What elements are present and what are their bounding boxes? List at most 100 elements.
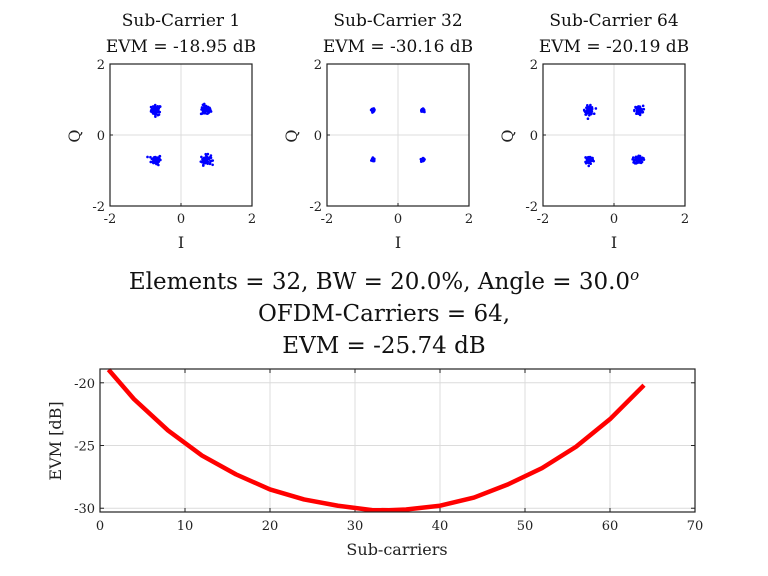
panel-1-xlabel: I [178,233,184,252]
x-tick-label: 0 [96,519,104,534]
scatter-panel-64: Sub-Carrier 64 EVM = -20.19 dB I Q -2-2 0… [498,11,689,252]
y-tick-label: -25 [74,440,95,455]
constellation-point [156,113,160,117]
x-tick-label: 50 [517,519,534,534]
constellation-point [203,111,207,115]
constellation-point [638,113,642,117]
y-tick-label: -2 [309,200,322,215]
constellation-point [205,160,208,163]
constellation-point [204,105,208,108]
constellation-point [149,160,153,164]
constellation-point [642,156,645,160]
constellation-point [158,105,162,108]
constellation-point [205,112,209,115]
constellation-point [209,159,212,163]
constellation-point [159,158,162,162]
x-tick-label: -2 [537,212,550,227]
x-tick-label: 20 [262,519,279,534]
panel-64-ylabel: Q [498,129,517,142]
panel-64-xlabel: I [611,233,617,252]
panel-64-title: Sub-Carrier 64 [549,11,678,31]
constellation-point [149,105,153,109]
x-tick-label: 0 [610,212,618,227]
summary-line-3: EVM = -25.74 dB [282,333,485,359]
constellation-point [585,106,589,109]
constellation-point [153,106,156,110]
constellation-point [152,109,156,112]
constellation-point [633,161,637,165]
constellation-point [420,108,423,112]
constellation-point [211,159,215,162]
constellation-point [208,106,211,110]
constellation-point [207,109,211,113]
panel-64-evm: EVM = -20.19 dB [539,37,689,57]
constellation-point [155,160,158,164]
constellation-point [209,154,213,157]
x-tick-label: 2 [248,212,256,227]
y-tick-label: -2 [525,200,538,215]
constellation-point [591,159,594,162]
x-tick-label: 60 [602,519,619,534]
constellation-point [200,155,203,159]
constellation-point [586,111,589,115]
axes-frame [99,368,696,513]
constellation-point [150,157,154,161]
y-tick-label: -30 [74,502,95,517]
summary-line-1-text: Elements = 32, BW = 20.0%, Angle = 30.0 [129,269,630,295]
constellation-point [635,156,638,160]
line-ylabel: EVM [dB] [46,401,65,480]
constellation-point [582,108,586,112]
constellation-point [641,104,645,108]
x-tick-label: -2 [104,212,117,227]
y-tick-label: 2 [97,58,105,73]
constellation-point [590,156,593,160]
constellation-point [589,106,592,110]
constellation-point [208,162,212,166]
constellation-point [200,108,203,111]
y-tick-label: 2 [314,58,322,73]
panel-32-title: Sub-Carrier 32 [333,11,462,31]
y-tick-label: -2 [92,200,105,215]
y-tick-label: 0 [97,129,105,144]
constellation-point [154,112,158,116]
evm-series-line [106,368,646,513]
constellation-point [154,115,157,118]
constellation-point [421,159,425,163]
constellation-point [202,161,206,165]
constellation-point [586,104,589,107]
constellation-point [639,156,643,160]
constellation-point [202,109,206,113]
constellation-point [641,110,645,114]
constellation-point [586,117,590,121]
panel-32-ylabel: Q [282,129,301,142]
constellation-point [201,103,205,107]
constellation-point [200,112,204,115]
x-tick-label: -2 [321,212,334,227]
x-tick-label: 2 [465,212,473,227]
x-tick-label: 30 [347,519,364,534]
x-tick-label: 0 [394,212,402,227]
constellation-point [594,107,598,110]
y-tick-label: 2 [530,58,538,73]
constellation-point [586,160,590,163]
x-tick-label: 2 [681,212,689,227]
constellation-point [157,163,160,167]
constellation-point [587,164,591,168]
constellation-point [211,163,214,167]
y-tick-label: 0 [314,129,322,144]
panel-1-evm: EVM = -18.95 dB [106,37,256,57]
constellation-point [633,109,636,113]
scatter-panel-1: Sub-Carrier 1 EVM = -18.95 dB I Q -2-2 0 0… [65,11,256,252]
constellation-point [592,112,596,116]
constellation-point [372,109,376,113]
constellation-point [204,154,208,157]
constellation-point [203,107,206,111]
axes-frame [109,63,253,207]
constellation-point [155,158,159,162]
axes-frame [326,63,470,207]
constellation-point [585,156,589,160]
panel-32-xlabel: I [395,233,401,252]
constellation-point [589,112,593,116]
constellation-point [201,164,205,167]
